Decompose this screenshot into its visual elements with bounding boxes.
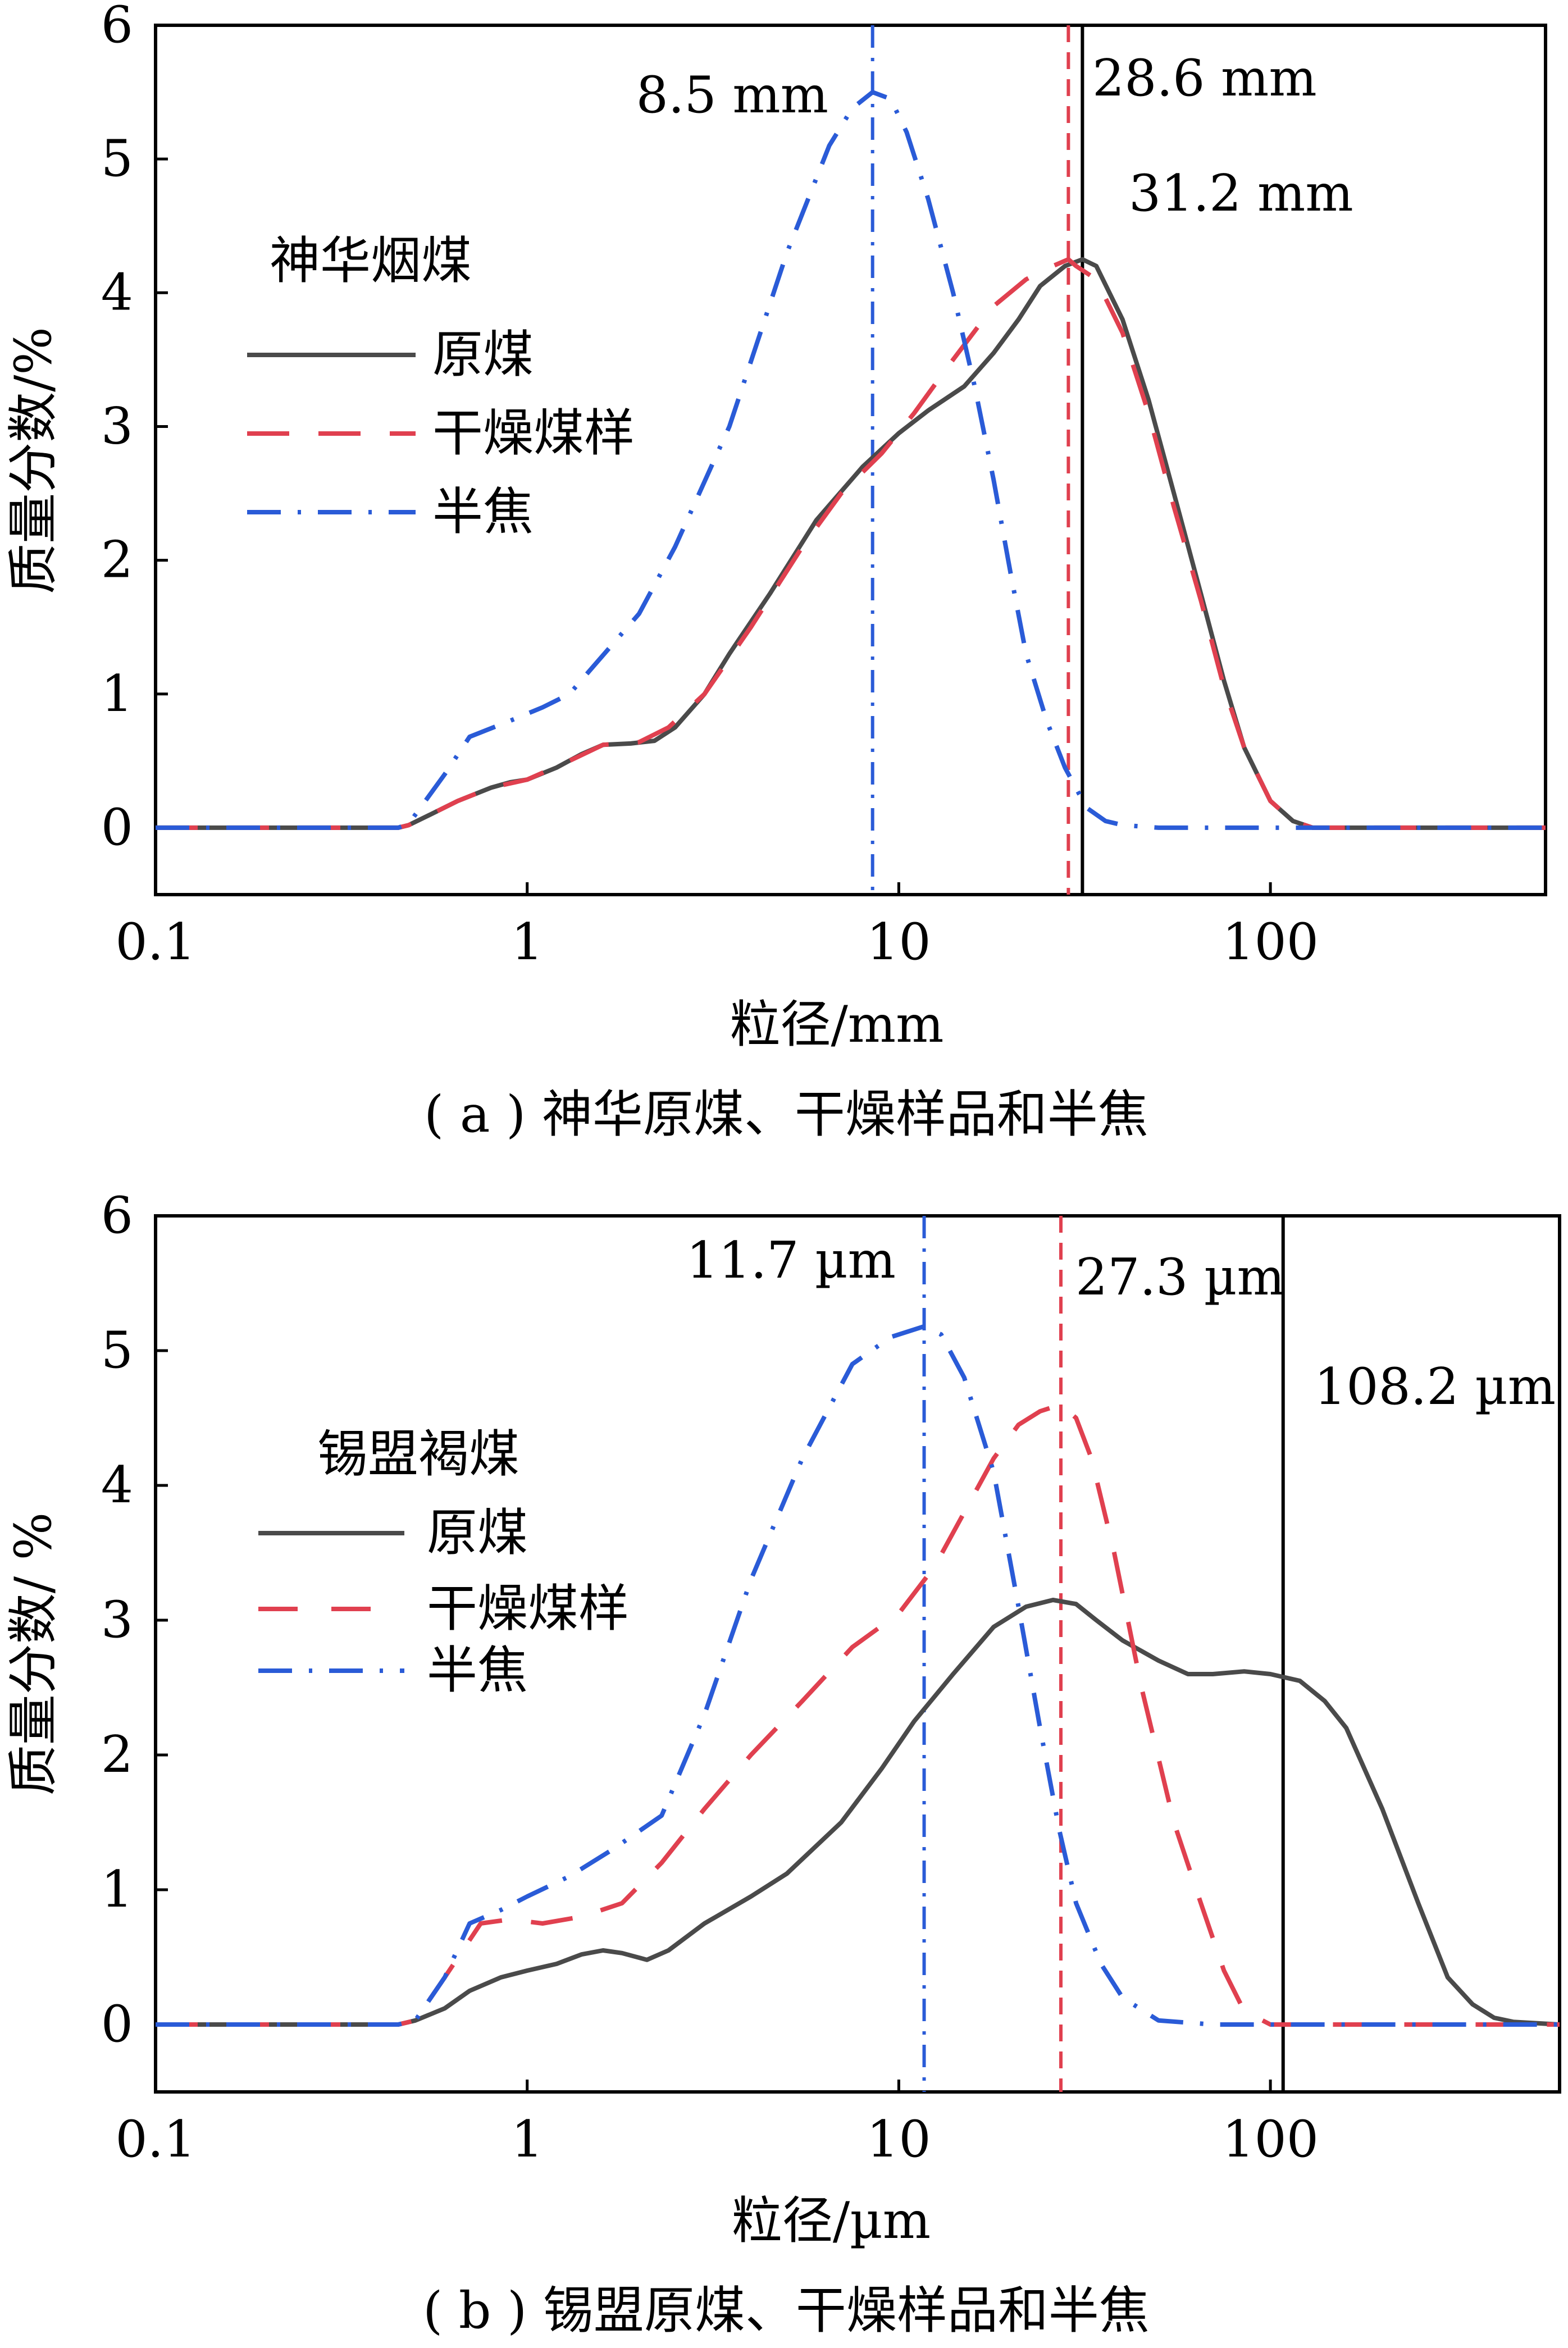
series-line-a-0 bbox=[156, 257, 1546, 830]
vline-label-a-1: 28.6 mm bbox=[1092, 49, 1317, 108]
x-tick-label-a-3: 100 bbox=[1222, 913, 1319, 972]
x-tick-label-a-2: 10 bbox=[867, 913, 931, 972]
y-tick-label-b-0: 0 bbox=[101, 1995, 133, 2054]
x-tick-label-a-0: 0.1 bbox=[115, 913, 195, 972]
legend-label-b-2: 半焦 bbox=[427, 1641, 528, 1700]
y-tick-label-b-2: 2 bbox=[101, 1725, 133, 1784]
vline-label-b-1: 27.3 µm bbox=[1075, 1248, 1285, 1307]
ticks-b: 0.1 1 10 100 0 1 2 3 4 5 6 bbox=[101, 1186, 1319, 2169]
y-tick-label-a-0: 0 bbox=[101, 798, 133, 857]
x-tick-label-b-1: 1 bbox=[511, 2110, 543, 2169]
legend-label-a-0: 原煤 bbox=[432, 325, 534, 384]
y-tick-label-a-3: 3 bbox=[101, 396, 133, 455]
y-tick-label-a-1: 1 bbox=[101, 664, 133, 723]
legend-title-b: 锡盟褐煤 bbox=[317, 1425, 519, 1484]
legend-a: 神华烟煤 原煤 干燥煤样 半焦 bbox=[247, 231, 635, 541]
x-tick-label-b-0: 0.1 bbox=[115, 2110, 195, 2169]
caption-b: ( b ) 锡盟原煤、干燥样品和半焦 bbox=[423, 2281, 1150, 2340]
panel-b: 0.1 1 10 100 0 1 2 3 4 5 6 11.7 µm 27.3 µm 108.2 µ… bbox=[4, 1186, 1561, 2340]
x-tick-label-b-2: 10 bbox=[867, 2110, 931, 2169]
legend-b: 锡盟褐煤 原煤 干燥煤样 半焦 bbox=[258, 1425, 629, 1700]
series-line-b-1 bbox=[156, 1402, 1560, 2027]
series-b bbox=[156, 1324, 1560, 2027]
legend-label-b-1: 干燥煤样 bbox=[427, 1579, 629, 1638]
series-line-a-1 bbox=[156, 257, 1546, 830]
series-a bbox=[156, 90, 1546, 830]
series-line-b-0 bbox=[156, 1598, 1560, 2027]
x-axis-label-a: 粒径/mm bbox=[730, 995, 943, 1054]
y-tick-label-b-3: 3 bbox=[101, 1590, 133, 1649]
caption-a: ( a ) 神华原煤、干燥样品和半焦 bbox=[424, 1085, 1148, 1144]
y-tick-label-a-6: 6 bbox=[101, 0, 133, 54]
vline-label-b-0: 11.7 µm bbox=[686, 1231, 896, 1290]
x-tick-label-a-1: 1 bbox=[511, 913, 543, 972]
y-tick-label-b-5: 5 bbox=[101, 1321, 133, 1380]
vline-label-a-2: 31.2 mm bbox=[1129, 164, 1353, 223]
series-line-a-2 bbox=[156, 90, 1546, 830]
ticks-a: 0.1 1 10 100 0 1 2 3 4 5 6 bbox=[101, 0, 1319, 972]
legend-label-b-0: 原煤 bbox=[427, 1503, 528, 1562]
x-axis-label-b: 粒径/µm bbox=[732, 2191, 931, 2250]
y-tick-label-a-5: 5 bbox=[101, 129, 133, 188]
vline-label-b-2: 108.2 µm bbox=[1314, 1357, 1556, 1416]
y-tick-label-a-4: 4 bbox=[101, 263, 133, 322]
legend-label-a-2: 半焦 bbox=[432, 482, 534, 541]
y-tick-label-a-2: 2 bbox=[101, 531, 133, 590]
vlines-a bbox=[870, 25, 1084, 895]
plot-frame-b bbox=[154, 1214, 1561, 2094]
y-axis-label-b: 质量分数/ % bbox=[4, 1512, 63, 1795]
y-tick-label-b-6: 6 bbox=[101, 1186, 133, 1245]
legend-label-a-1: 干燥煤样 bbox=[432, 404, 635, 463]
vlines-b bbox=[922, 1216, 1285, 2092]
vline-label-a-0: 8.5 mm bbox=[636, 66, 828, 125]
legend-title-a: 神华烟煤 bbox=[270, 231, 472, 290]
plot-frame-a bbox=[154, 24, 1547, 896]
y-axis-label-a: 质量分数/% bbox=[4, 327, 63, 594]
y-tick-label-b-1: 1 bbox=[101, 1860, 133, 1919]
x-tick-label-b-3: 100 bbox=[1222, 2110, 1319, 2169]
series-line-b-2 bbox=[156, 1324, 1560, 2027]
y-tick-label-b-4: 4 bbox=[101, 1456, 133, 1515]
